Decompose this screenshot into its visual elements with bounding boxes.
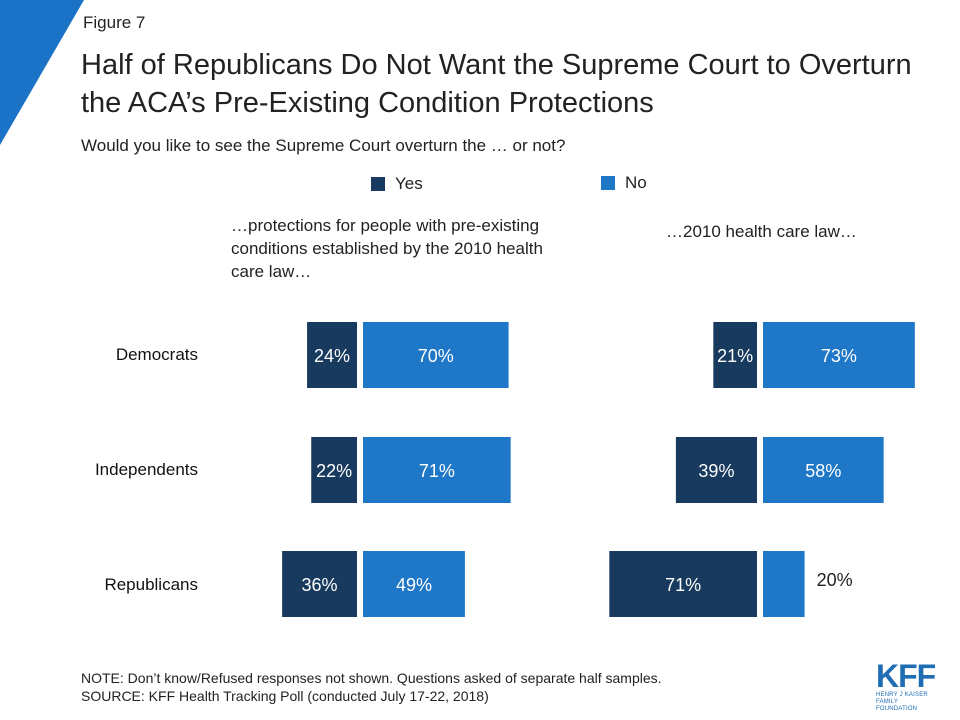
bar-no-republicans-panel2: [763, 551, 805, 617]
source-text: SOURCE: KFF Health Tracking Poll (conduc…: [81, 688, 489, 704]
panel-title-law: …2010 health care law…: [666, 222, 857, 241]
label-no-republicans-panel1: 49%: [396, 575, 432, 595]
row-label-democrats: Democrats: [115, 345, 198, 364]
label-no-independents-panel2: 58%: [805, 461, 841, 481]
logo-subtext-2: FAMILY FOUNDATION: [876, 699, 918, 712]
bar-yes-democrats-panel2: [713, 322, 757, 388]
label-no-democrats-panel2: 73%: [821, 346, 857, 366]
label-no-democrats-panel1: 70%: [418, 346, 454, 366]
note-text: NOTE: Don’t know/Refused responses not s…: [81, 670, 662, 686]
bar-yes-independents-panel1: [311, 437, 357, 503]
label-no-republicans-panel2: 20%: [817, 570, 853, 590]
bar-yes-republicans-panel1: [282, 551, 357, 617]
legend-item-yes: Yes: [371, 174, 423, 194]
chart-title: Half of Republicans Do Not Want the Supr…: [81, 49, 912, 119]
bar-no-independents-panel2: [763, 437, 884, 503]
legend-item-no: No: [601, 173, 647, 193]
label-yes-republicans-panel2: 71%: [665, 575, 701, 595]
kff-logo: KFF HENRY J KAISER FAMILY FOUNDATION: [876, 660, 940, 713]
corner-accent-triangle: [0, 0, 84, 145]
row-label-independents: Independents: [94, 460, 198, 479]
bar-no-democrats-panel2: [763, 322, 915, 388]
label-yes-democrats-panel1: 24%: [314, 346, 350, 366]
legend-swatch-yes: [371, 177, 385, 191]
legend-label-no: No: [625, 173, 647, 192]
footnote: NOTE: Don’t know/Refused responses not s…: [81, 669, 662, 705]
label-yes-republicans-panel1: 36%: [302, 575, 338, 595]
label-no-independents-panel1: 71%: [419, 461, 455, 481]
legend-swatch-no: [601, 176, 615, 190]
bar-no-democrats-panel1: [363, 322, 509, 388]
bar-no-independents-panel1: [363, 437, 511, 503]
bar-no-republicans-panel1: [363, 551, 465, 617]
figure-label: Figure 7: [83, 13, 146, 32]
bar-yes-republicans-panel2: [609, 551, 757, 617]
label-yes-democrats-panel2: 21%: [717, 346, 753, 366]
bar-yes-democrats-panel1: [307, 322, 357, 388]
legend-label-yes: Yes: [395, 174, 423, 193]
label-yes-independents-panel2: 39%: [698, 461, 734, 481]
row-label-republicans: Republicans: [104, 575, 198, 594]
logo-subtext-1: HENRY J KAISER: [876, 692, 928, 698]
chart-subtitle: Would you like to see the Supreme Court …: [81, 136, 566, 155]
panel-title-protections: …protections for people with pre-existin…: [231, 216, 543, 281]
label-yes-independents-panel1: 22%: [316, 461, 352, 481]
logo-wordmark: KFF: [876, 658, 936, 694]
bar-yes-independents-panel2: [675, 437, 757, 503]
